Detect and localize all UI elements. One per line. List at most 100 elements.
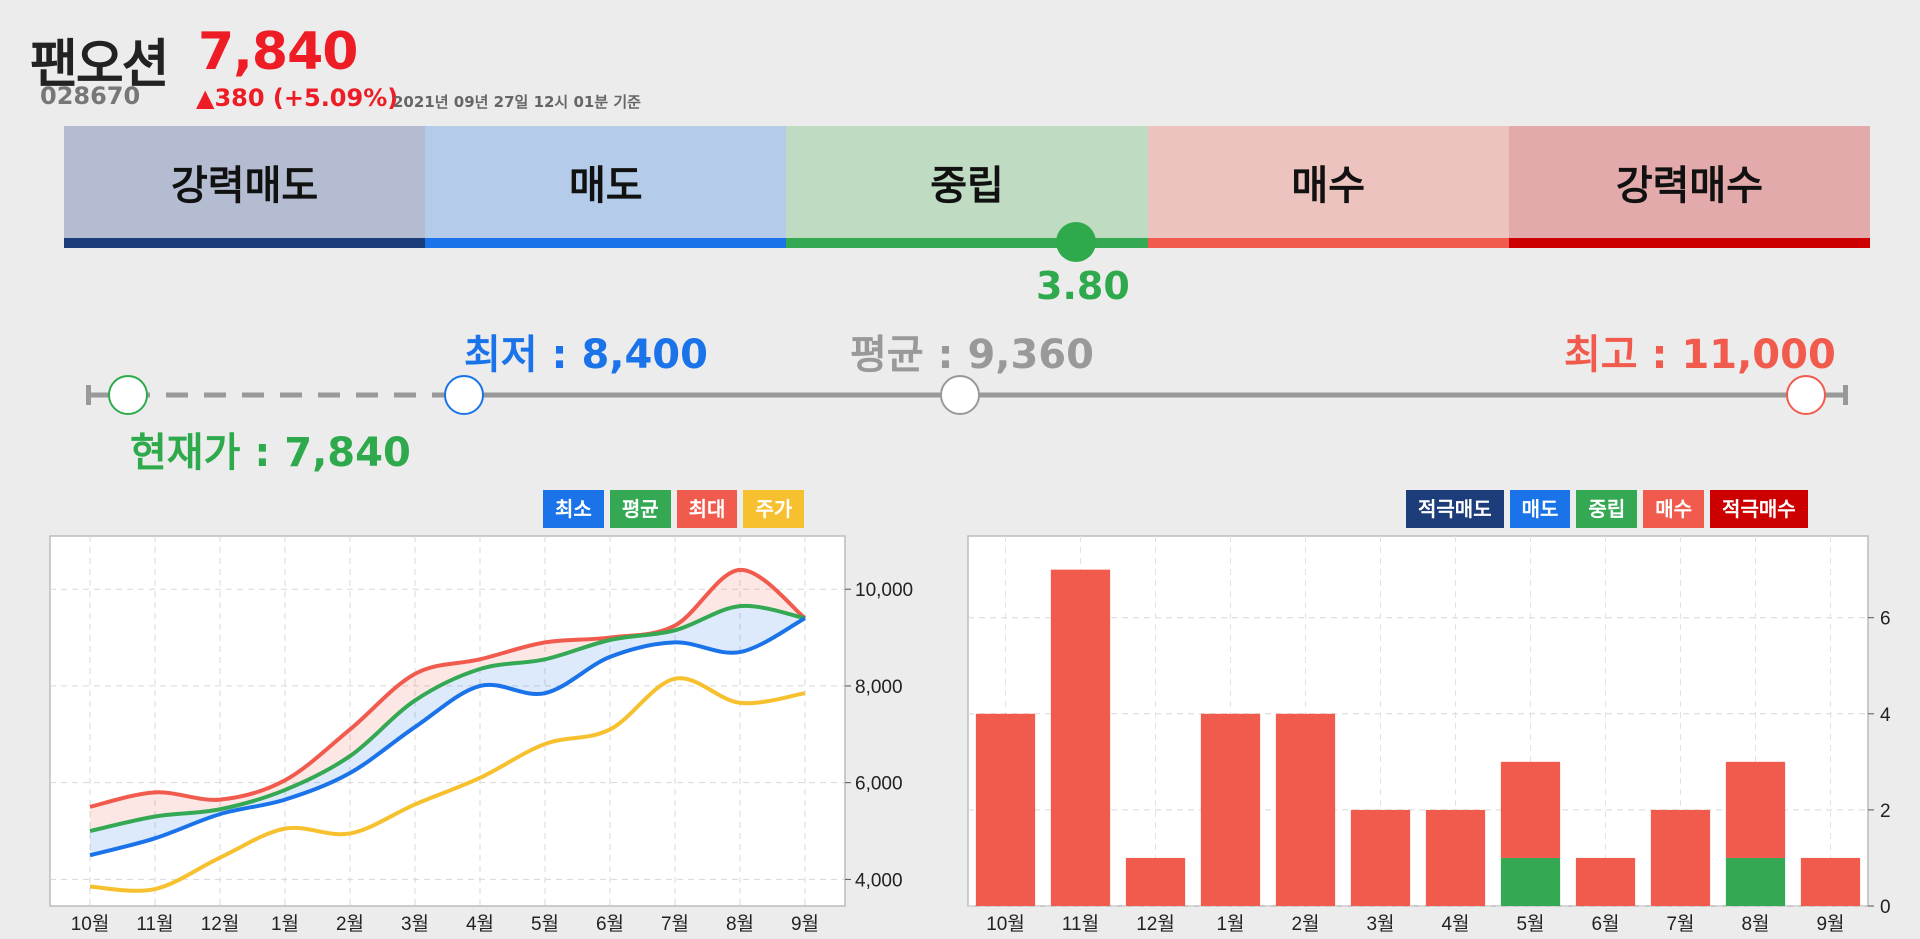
rating-bar: 강력매도 매도 중립 매수 강력매수 <box>64 126 1871 248</box>
stock-code: 028670 <box>40 82 141 110</box>
rating-segment-label: 중립 <box>930 163 1004 209</box>
high-target-marker <box>1786 375 1826 415</box>
series-line-3 <box>89 676 806 893</box>
y-tick-label: 4,000 <box>855 870 903 891</box>
legend-item-sell: 매도 <box>1509 490 1571 528</box>
opinion-bar-chart: 0 2 4 6 10월 11월 12월 1월 2월 3월 4월 5월 6월 7월 8월 9월 <box>967 535 1891 935</box>
x-tick-label: 5월 <box>531 913 559 935</box>
bar-2 <box>1725 857 1786 906</box>
x-tick-label: 8월 <box>1741 913 1769 935</box>
series-line-2 <box>89 567 807 809</box>
legend-item-max: 최대 <box>676 490 738 528</box>
x-tick-label: 9월 <box>1816 913 1844 935</box>
legend-item-price: 주가 <box>743 490 805 528</box>
x-tick-label: 10월 <box>71 913 110 935</box>
x-tick-label: 4월 <box>466 913 494 935</box>
bar-3 <box>1200 713 1261 906</box>
band-avg-min <box>90 605 805 856</box>
bar-3 <box>1650 809 1711 906</box>
x-tick-label: 5월 <box>1516 913 1544 935</box>
x-tick-label: 12월 <box>1136 913 1175 935</box>
y-tick-label: 6,000 <box>855 774 903 795</box>
rating-underline <box>786 238 1148 248</box>
x-tick-label: 7월 <box>1666 913 1694 935</box>
y-tick-label: 10,000 <box>855 580 913 601</box>
timestamp: 2021년 09년 27일 12시 01분 기준 <box>393 93 641 111</box>
x-tick-label: 2월 <box>1291 913 1319 935</box>
y-tick-label: 4 <box>1880 705 1891 726</box>
rating-underline <box>425 238 787 248</box>
price-change: ▲380 (+5.09%) <box>196 84 399 112</box>
plot-area <box>967 535 1869 907</box>
bar-3 <box>1500 761 1561 858</box>
rating-segment-strong-sell: 강력매도 <box>64 126 426 248</box>
bar-3 <box>1800 857 1861 906</box>
plot-area <box>49 535 846 907</box>
x-tick-label: 3월 <box>401 913 429 935</box>
current-price-label: 현재가 : 7,840 <box>130 430 411 476</box>
x-tick-label: 6월 <box>596 913 624 935</box>
rating-marker <box>1056 222 1096 262</box>
x-tick-label: 8월 <box>726 913 754 935</box>
legend-item-avg: 평균 <box>609 490 671 528</box>
legend-item-neutral: 중립 <box>1576 490 1638 528</box>
rating-segment-buy: 매수 <box>1147 126 1509 248</box>
x-tick-label: 9월 <box>791 913 819 935</box>
y-tick-label: 6 <box>1880 609 1891 630</box>
x-tick-label: 11월 <box>1062 913 1099 935</box>
rating-segment-sell: 매도 <box>425 126 787 248</box>
y-tick-label: 2 <box>1880 801 1891 822</box>
range-slider <box>90 392 1845 398</box>
y-tick-label: 8,000 <box>855 677 903 698</box>
range-left-cap <box>86 385 91 405</box>
current-price: 7,840 <box>198 22 358 82</box>
legend-item-strong-sell: 적극매도 <box>1406 490 1504 528</box>
rating-underline <box>64 238 426 248</box>
low-target-marker <box>444 375 484 415</box>
rating-segment-label: 매도 <box>569 163 643 209</box>
rating-segment-label: 강력매도 <box>171 163 319 209</box>
series-line-0 <box>89 616 806 858</box>
rating-underline <box>1147 238 1509 248</box>
x-tick-label: 12월 <box>201 913 240 935</box>
bar-3 <box>1350 809 1411 906</box>
target-price-line-chart: 10월 11월 12월 1월 2월 3월 4월 5월 6월 7월 8월 9월 4,000 6,000 8,0… <box>49 535 913 935</box>
rating-score: 3.80 <box>1036 264 1130 308</box>
series-line-1 <box>89 603 806 833</box>
x-tick-label: 10월 <box>986 913 1025 935</box>
range-right-cap <box>1843 385 1848 405</box>
legend-item-buy: 매수 <box>1643 490 1705 528</box>
band-max-avg <box>90 569 805 832</box>
bar-3 <box>1425 809 1486 906</box>
x-tick-label: 1월 <box>271 913 299 935</box>
bar-3 <box>975 713 1036 906</box>
stock-name: 팬오션 <box>30 35 170 95</box>
rating-segment-label: 강력매수 <box>1615 163 1764 209</box>
legend-item-strong-buy: 적극매수 <box>1710 490 1808 528</box>
x-tick-label: 6월 <box>1591 913 1619 935</box>
y-tick-label: 0 <box>1880 897 1891 918</box>
bar-2 <box>1500 857 1561 906</box>
bar-3 <box>1575 857 1636 906</box>
avg-target-label: 평균 : 9,360 <box>850 332 1094 378</box>
rating-segment-neutral: 중립 <box>786 126 1148 248</box>
x-tick-label: 11월 <box>136 913 173 935</box>
high-target-label: 최고 : 11,000 <box>1564 332 1836 378</box>
bar-chart-legend: 적극매도 매도 중립 매수 적극매수 <box>1406 490 1808 528</box>
rating-segment-label: 매수 <box>1291 163 1366 209</box>
current-price-marker <box>108 375 148 415</box>
x-tick-label: 7월 <box>661 913 689 935</box>
rating-underline <box>1508 238 1871 248</box>
x-tick-label: 2월 <box>336 913 364 935</box>
legend-item-min: 최소 <box>543 490 604 528</box>
bar-3 <box>1725 761 1786 858</box>
x-tick-label: 1월 <box>1216 913 1244 935</box>
rating-segment-strong-buy: 강력매수 <box>1508 126 1871 248</box>
bar-3 <box>1125 857 1186 906</box>
x-tick-label: 4월 <box>1441 913 1469 935</box>
bar-3 <box>1050 569 1111 906</box>
bar-3 <box>1275 713 1336 906</box>
low-target-label: 최저 : 8,400 <box>464 332 708 378</box>
avg-target-marker <box>940 375 980 415</box>
x-tick-label: 3월 <box>1366 913 1394 935</box>
